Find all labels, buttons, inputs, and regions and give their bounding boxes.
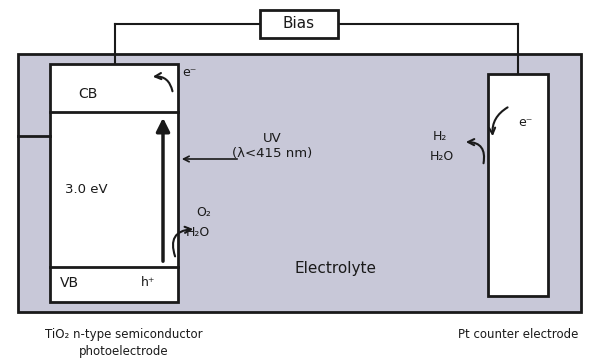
Text: Electrolyte: Electrolyte [294, 261, 376, 277]
Text: O₂: O₂ [196, 206, 211, 218]
Text: 3.0 eV: 3.0 eV [65, 183, 107, 196]
Text: h⁺: h⁺ [141, 277, 155, 289]
FancyArrowPatch shape [173, 227, 191, 256]
Bar [488, 74, 548, 296]
FancyArrowPatch shape [155, 73, 173, 91]
Text: Pt counter electrode: Pt counter electrode [458, 328, 578, 341]
Text: TiO₂ n-type semiconductor
photoelectrode: TiO₂ n-type semiconductor photoelectrode [45, 328, 203, 358]
FancyArrowPatch shape [468, 139, 484, 163]
Text: UV
(λ<415 nm): UV (λ<415 nm) [232, 132, 312, 160]
Text: H₂O: H₂O [186, 226, 210, 240]
Text: Bias: Bias [283, 16, 315, 32]
FancyArrowPatch shape [489, 107, 507, 134]
Text: CB: CB [78, 87, 98, 101]
Text: e⁻: e⁻ [518, 115, 533, 128]
Bar [18, 54, 581, 312]
Text: VB: VB [60, 276, 79, 290]
Bar [18, 54, 581, 312]
Text: e⁻: e⁻ [182, 66, 196, 79]
Bar [260, 10, 338, 38]
Text: H₂O: H₂O [430, 150, 454, 162]
Bar [50, 64, 178, 302]
Text: H₂: H₂ [433, 130, 447, 142]
